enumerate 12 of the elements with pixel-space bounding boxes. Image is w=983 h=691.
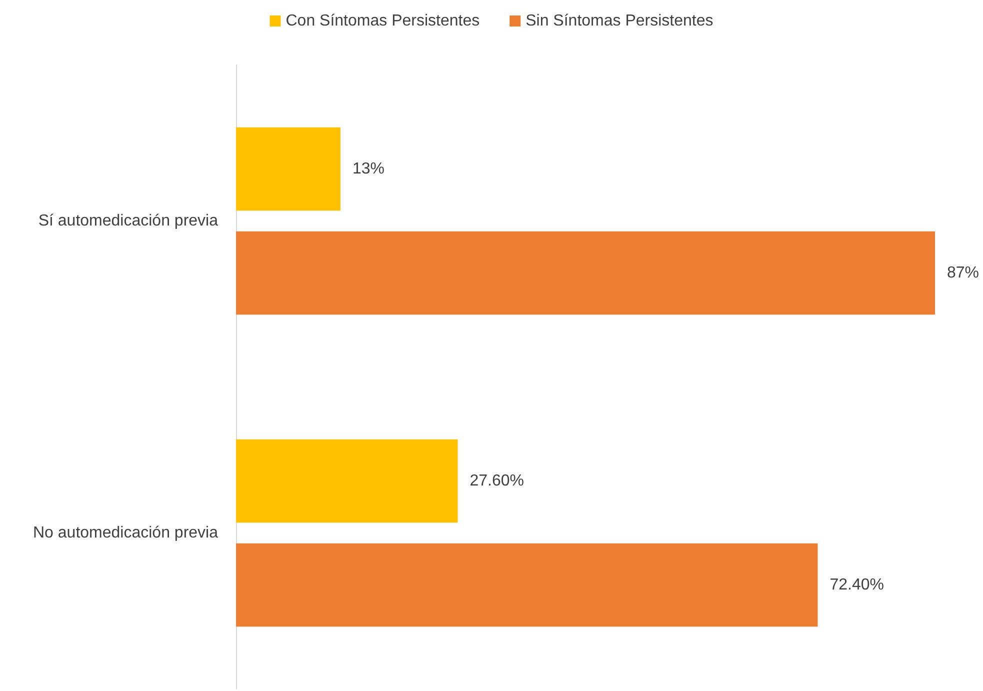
data-label: 72.40% [830,576,884,594]
bar [236,127,340,211]
bar [236,439,458,523]
y-tick-label: No automedicación previa [33,524,218,542]
data-label: 27.60% [470,472,524,490]
legend-label: Con Síntomas Persistentes [286,12,480,30]
y-tick-label: Sí automedicación previa [38,212,218,230]
bar [236,231,935,315]
data-label: 87% [947,264,980,282]
bar [236,543,818,627]
legend-label: Sin Síntomas Persistentes [526,12,714,30]
data-label: 13% [352,160,384,178]
